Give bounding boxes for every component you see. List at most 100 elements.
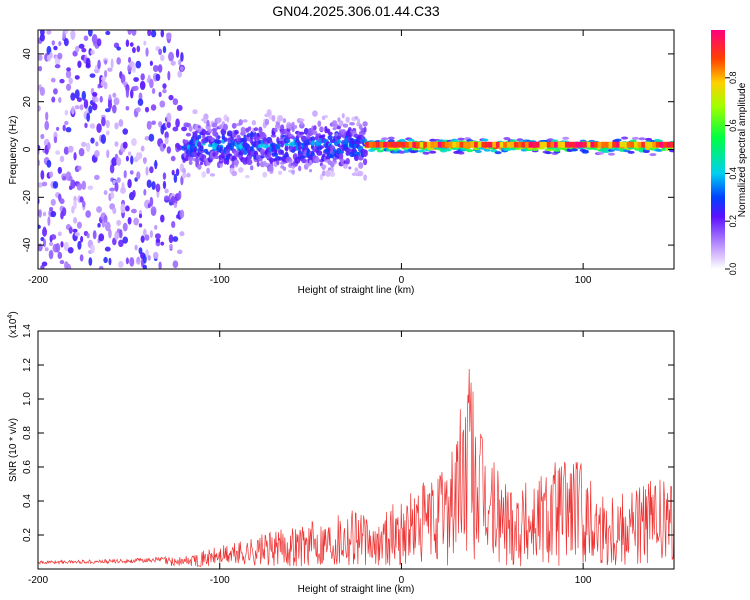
spectrogram-cell	[147, 254, 151, 261]
spectrogram-cell	[363, 174, 367, 181]
spectrogram-cell	[59, 198, 65, 205]
spectrogram-carrier-cell	[623, 141, 630, 148]
spectrogram-carrier-cell	[470, 141, 477, 148]
spectrogram-cell	[621, 136, 629, 140]
spectrogram-carrier-cell	[572, 141, 579, 148]
spectrogram-cell	[45, 111, 49, 121]
spectrogram-cell	[277, 156, 283, 161]
spectrogram-cell	[289, 158, 293, 163]
spectrogram-carrier-cell	[575, 141, 582, 148]
spectrogram-cell	[172, 260, 179, 269]
spectrogram-cell	[208, 128, 213, 134]
spectrogram-carrier-cell	[539, 141, 546, 148]
spectrogram-cell	[111, 157, 118, 167]
figure-title: GN04.2025.306.01.44.C33	[272, 3, 440, 19]
spectrogram-cell	[264, 118, 270, 126]
spectrogram-heat	[38, 30, 674, 269]
snr-y-tick-label: 0.2	[22, 528, 33, 542]
spectrogram-cell	[90, 49, 95, 55]
spectrogram-cell	[145, 166, 149, 176]
spectrogram-carrier-cell	[368, 141, 375, 148]
spectrogram-cell	[276, 159, 280, 166]
spectrogram-cell	[158, 261, 162, 269]
spectrogram-cell	[155, 183, 161, 193]
spectrogram-carrier-cell	[510, 141, 517, 148]
spectrogram-cell	[116, 46, 121, 51]
spectrogram-cell	[631, 136, 639, 140]
spectrogram-cell	[68, 226, 73, 234]
spectrogram-cell	[72, 50, 78, 57]
spectrogram-cell	[301, 135, 307, 142]
spectrogram-cell	[116, 57, 121, 65]
spectrogram-cell	[76, 221, 82, 229]
spectrogram-carrier-cell	[648, 141, 655, 148]
spectrogram-cell	[329, 171, 336, 178]
spectrogram-cell	[109, 164, 115, 174]
spectrogram-cell	[363, 126, 367, 133]
spectrogram-carrier-cell	[492, 141, 499, 148]
spectrogram-carrier-cell	[586, 141, 593, 148]
spectrogram-cell	[127, 151, 132, 156]
spectrogram-cell	[327, 134, 333, 141]
spectrogram-cell	[88, 105, 93, 114]
spectrogram-cell	[80, 235, 84, 243]
spectrogram-carrier-cell	[604, 141, 611, 148]
spectrogram-cell	[145, 249, 149, 258]
spectrogram-cell	[669, 149, 674, 153]
spectrogram-cell	[154, 233, 161, 240]
spectrogram-cell	[199, 161, 204, 166]
spectrogram-carrier-cell	[630, 141, 637, 148]
spectrogram-cell	[86, 232, 90, 239]
spectrogram-cell	[90, 137, 95, 144]
colorbar-tick-label: 0.0	[728, 263, 738, 276]
spectrogram-cell	[74, 89, 80, 100]
spectrogram-cell	[509, 139, 517, 143]
spectrogram-cell	[503, 137, 511, 141]
spectrogram-cell	[85, 142, 91, 153]
spectrogram-cell	[48, 241, 54, 247]
spectrogram-cell	[166, 32, 172, 40]
spectrogram-carrier-cell	[546, 141, 553, 148]
spectrogram-cell	[223, 123, 228, 131]
spectrogram-cell	[38, 54, 43, 61]
spectrogram-cell	[54, 64, 61, 69]
spectrogram-cell	[46, 30, 52, 35]
spectrogram-cell	[349, 122, 355, 126]
spectrogram-cell	[91, 103, 98, 111]
spectrogram-cell	[201, 129, 207, 136]
spectrogram-cell	[64, 109, 69, 116]
spectrogram-carrier-cell	[455, 141, 462, 148]
spectrogram-cell	[143, 40, 147, 46]
spectrogram-cell	[57, 166, 62, 174]
spectrogram-cell	[570, 148, 578, 152]
spectrogram-cell	[52, 181, 59, 189]
spectrogram-carrier-cell	[415, 141, 422, 148]
spectrogram-y-label: Frequency (Hz)	[8, 116, 19, 185]
spectrogram-cell	[51, 96, 56, 103]
spectrogram-cell	[244, 175, 250, 179]
spectrogram-cell	[474, 150, 482, 154]
spectrogram-cell	[89, 123, 96, 129]
spectrogram-cell	[79, 196, 84, 203]
spectrogram-cell	[284, 151, 289, 157]
spectrogram-cell	[154, 159, 158, 170]
snr-y-tick-label: 0.8	[22, 426, 33, 440]
spectrogram-cell	[132, 189, 136, 198]
spectrogram-carrier-cell	[499, 141, 506, 148]
spectrogram-cell	[627, 150, 635, 154]
spectrogram-cell	[103, 70, 108, 78]
spectrogram-carrier-cell	[561, 141, 568, 148]
spectrogram-cell	[362, 121, 368, 127]
spectrogram-cell	[171, 220, 176, 228]
spectrogram-cell	[64, 120, 69, 126]
spectrogram-cell	[457, 137, 465, 141]
spectrogram-cell	[65, 127, 72, 133]
spectrogram-cell	[269, 159, 273, 164]
spectrogram-cell	[83, 99, 89, 109]
spectrogram-cell	[67, 247, 74, 254]
spectrogram-x-tick-label: 100	[575, 275, 592, 286]
spectrogram-cell	[321, 170, 326, 177]
spectrogram-cell	[97, 222, 101, 228]
spectrogram-cell	[170, 155, 176, 161]
spectrogram-cell	[125, 88, 130, 99]
